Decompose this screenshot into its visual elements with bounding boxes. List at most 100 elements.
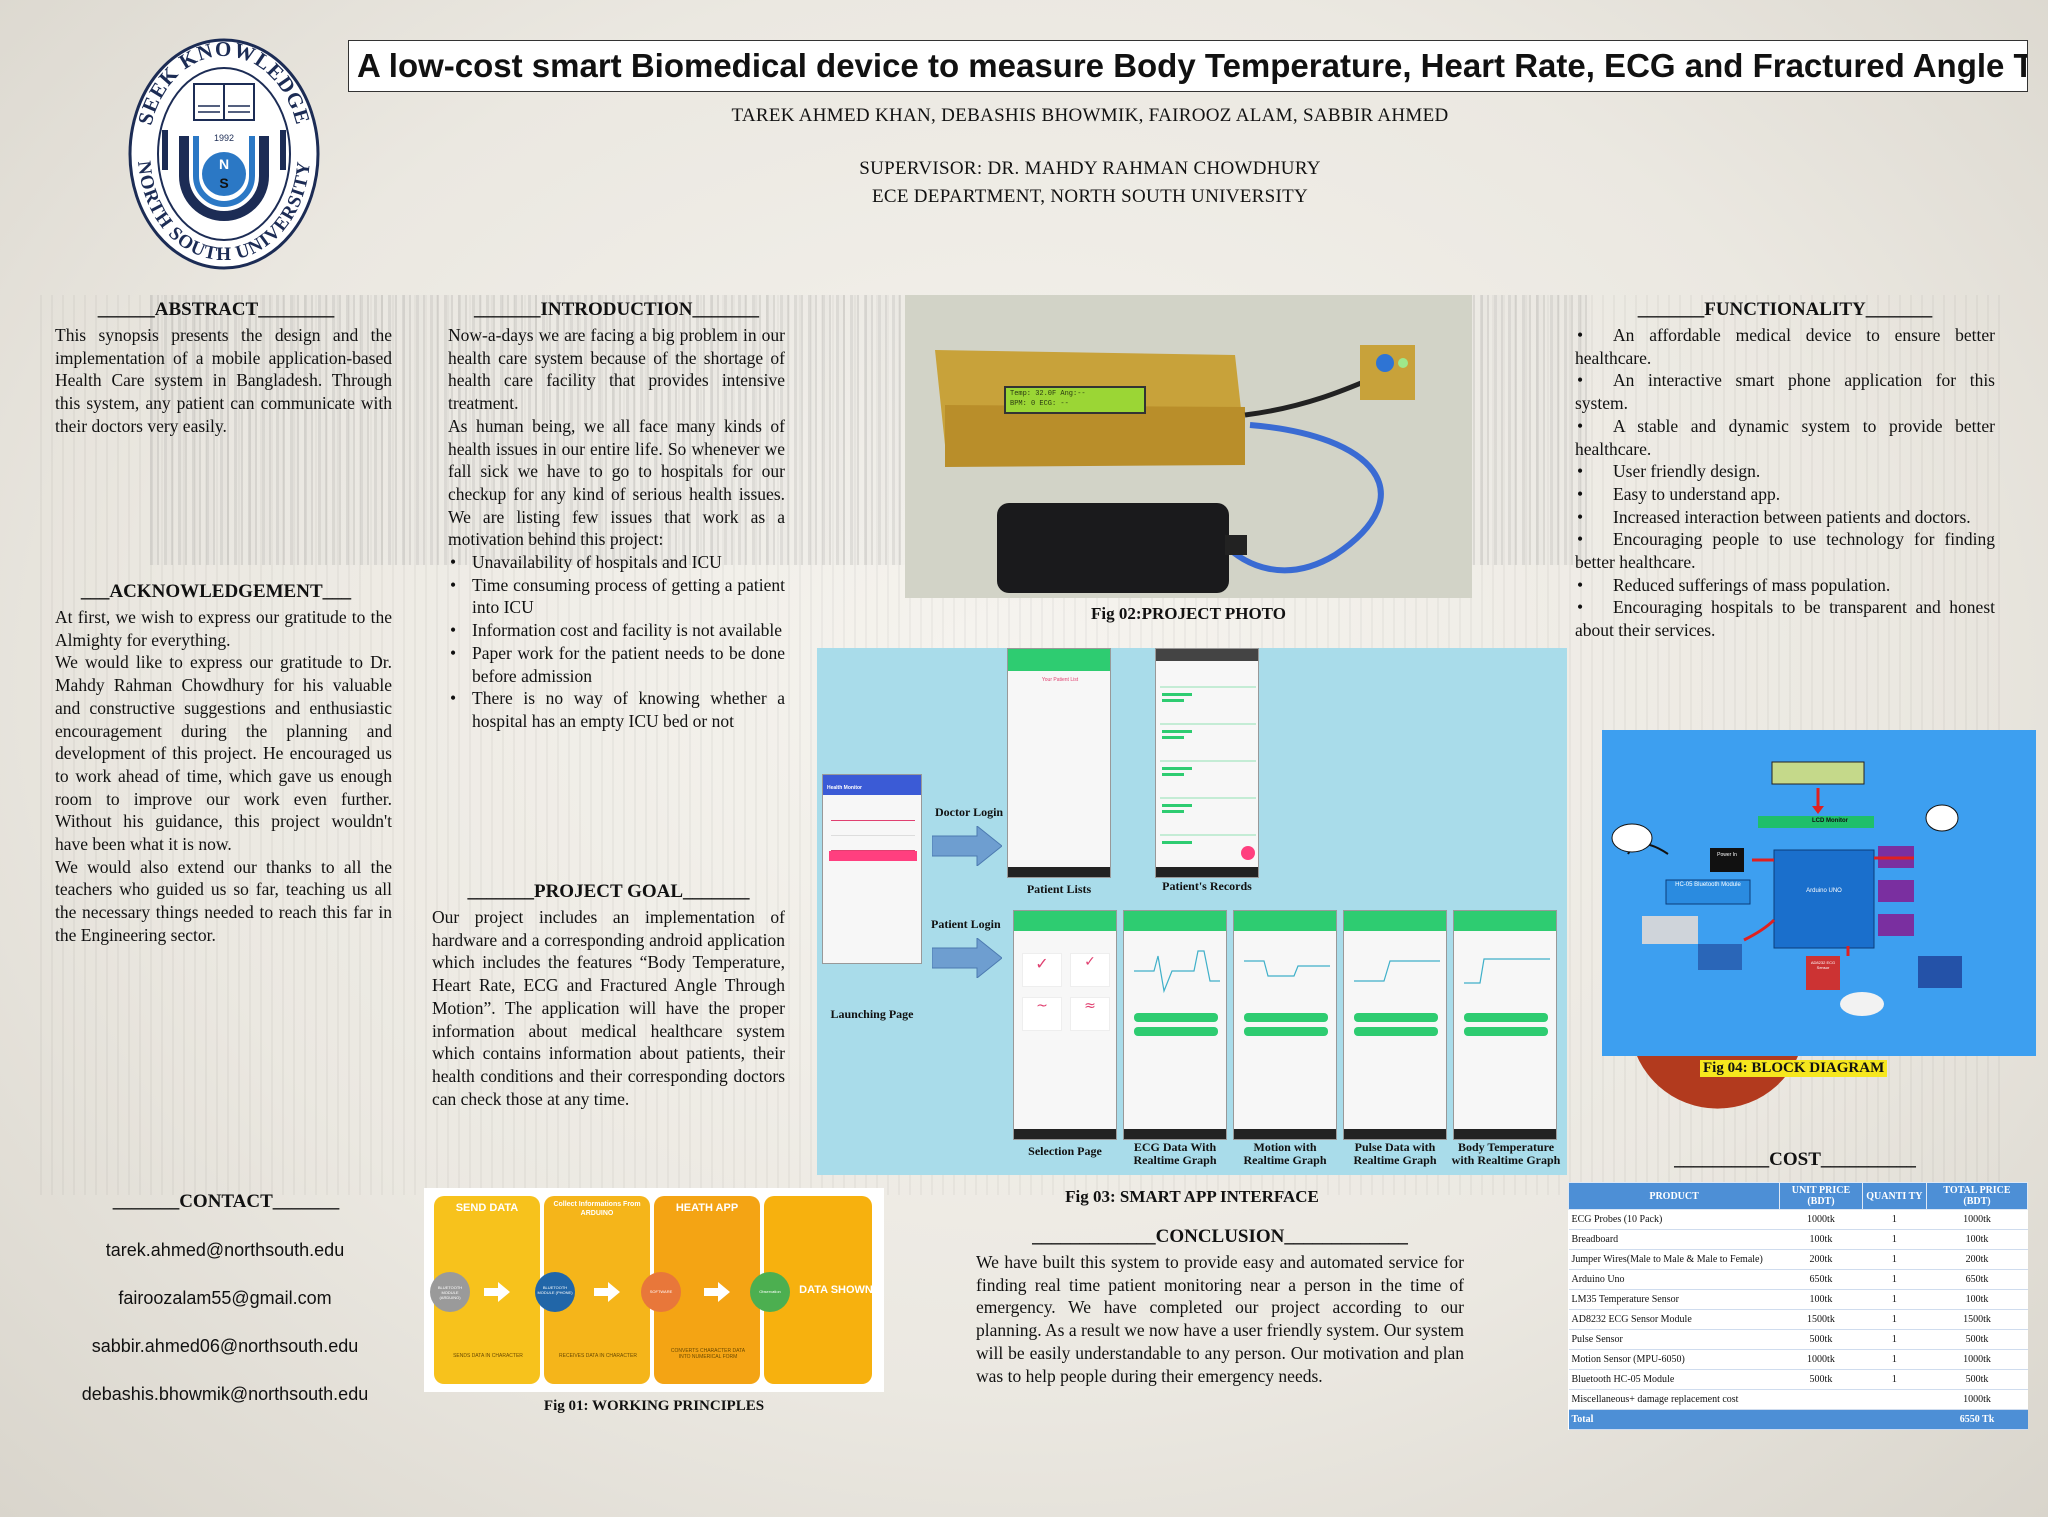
table-cell: Arduino Uno — [1568, 1269, 1780, 1290]
department: ECE DEPARTMENT, NORTH SOUTH UNIVERSITY — [871, 186, 1309, 207]
table-cell: 1 — [1862, 1289, 1927, 1310]
block-diagram-figure: LCD Monitor Arduino UNO HC-05 Bluetooth … — [1602, 730, 2036, 1056]
fig02-caption: Fig 02:PROJECT PHOTO — [1091, 604, 1286, 623]
table-cell: 1500tk — [1926, 1309, 2028, 1330]
functionality-item: • A stable and dynamic system to provide … — [1575, 415, 1995, 459]
launching-page-label: Launching Page — [830, 1007, 914, 1021]
wp-step-4-head: DATA SHOWN — [799, 1284, 873, 1296]
bd-ecg-label: AD8232 ECG Sensor — [1810, 960, 1836, 970]
wp-node-2: BLUETOOTH MODULE (PHONE) — [537, 1285, 573, 1295]
wp-step-1-head: SEND DATA — [455, 1202, 519, 1214]
patient-lists-screen: Your Patient List — [1007, 648, 1111, 878]
cost-table: PRODUCT UNIT PRICE (BDT) QUANTI TY TOTAL… — [1567, 1182, 2028, 1430]
acknowledgement-heading: ___ACKNOWLEDGEMENT___ — [80, 581, 352, 602]
intro-bullet: Information cost and facility is not ava… — [448, 619, 785, 642]
table-cell: 1000tk — [1926, 1209, 2028, 1230]
table-cell: Breadboard — [1568, 1229, 1780, 1250]
table-row: Motion Sensor (MPU-6050) 1000tk 1 1000tk — [1568, 1349, 2028, 1370]
table-cell: 650tk — [1779, 1269, 1863, 1290]
wp-step-2-foot: RECEIVES DATA IN CHARACTER — [559, 1353, 637, 1359]
table-row: AD8232 ECG Sensor Module 1500tk 1 1500tk — [1568, 1309, 2028, 1330]
pulse-graph-screen — [1343, 910, 1447, 1140]
table-row: Breadboard 100tk 1 100tk — [1568, 1229, 2028, 1250]
lcd-display: Temp: 32.0F Ang:-- BPM: 0 ECG: -- — [1006, 389, 1144, 409]
patients-records-label: Patient's Records — [1162, 879, 1252, 893]
poster-title: A low-cost smart Biomedical device to me… — [348, 40, 2028, 92]
wp-step-3-foot: CONVERTS CHARACTER DATA INTO NUMERICAL F… — [670, 1348, 746, 1360]
intro-bullet-list: Unavailability of hospitals and ICU Time… — [448, 551, 785, 733]
functionality-list: • An affordable medical device to ensure … — [1575, 324, 1995, 642]
intro-paragraph-2: As human being, we all face many kinds o… — [448, 415, 785, 550]
doctor-arrow-icon — [932, 826, 1002, 866]
table-cell — [1779, 1389, 1863, 1410]
cost-heading: __________COST__________ — [1674, 1149, 1916, 1170]
ack-paragraph-1: At first, we wish to express our gratitu… — [55, 607, 392, 650]
project-goal-text: Our project includes an implementation o… — [432, 907, 785, 1109]
table-row: Jumper Wires(Male to Male & Male to Fema… — [1568, 1249, 2028, 1270]
functionality-item: • Encouraging hospitals to be transparent… — [1575, 597, 1995, 641]
total-row: Total 6550 Tk — [1568, 1409, 2028, 1430]
wp-node-1: BLUETOOTH MODULE (ARDUINO) — [437, 1285, 463, 1300]
lcd-line-2: BPM: 0 ECG: -- — [1010, 400, 1069, 408]
functionality-item: • User friendly design. — [1577, 461, 1761, 482]
table-cell: 1 — [1862, 1349, 1927, 1370]
logo-year: 1992 — [214, 133, 234, 143]
app-interface-figure: Health Monitor Launching Page Doctor Log… — [817, 648, 1567, 1175]
table-cell: 1 — [1862, 1369, 1927, 1390]
email-sabbir[interactable]: sabbir.ahmed06@northsouth.edu — [91, 1336, 359, 1356]
col-unit-price: UNIT PRICE (BDT) — [1779, 1182, 1863, 1210]
table-cell: 1000tk — [1926, 1389, 2028, 1410]
functionality-item: • Encouraging people to use technology fo… — [1575, 529, 1995, 573]
table-cell: 1000tk — [1779, 1349, 1863, 1370]
bd-bluetooth-label: HC-05 Bluetooth Module — [1675, 882, 1741, 888]
table-cell: Jumper Wires(Male to Male & Male to Fema… — [1568, 1249, 1780, 1270]
patients-records-screen — [1155, 648, 1259, 878]
introduction-text: Now-a-days we are facing a big problem i… — [448, 324, 785, 733]
table-row: Pulse Sensor 500tk 1 500tk — [1568, 1329, 2028, 1350]
doctor-login-label: Doctor Login — [935, 805, 1004, 819]
selection-page-label: Selection Page — [1028, 1144, 1102, 1158]
launch-app-title: Health Monitor — [827, 785, 862, 791]
table-cell: 650tk — [1926, 1269, 2028, 1290]
table-cell: 1 — [1862, 1269, 1927, 1290]
wp-step-2-head: Collect Informations From ARDUINO — [553, 1201, 641, 1217]
intro-bullet: There is no way of knowing whether a hos… — [448, 687, 785, 732]
functionality-item: • An affordable medical device to ensure … — [1575, 325, 1995, 368]
email-fairooz[interactable]: fairoozalam55@gmail.com — [118, 1288, 332, 1308]
ecg-graph-screen — [1123, 910, 1227, 1140]
ecg-label: ECG Data With Realtime Graph — [1133, 1140, 1217, 1167]
table-cell: 500tk — [1779, 1369, 1863, 1390]
fig04-caption: Fig 04: BLOCK DIAGRAM — [1700, 1060, 1888, 1077]
table-cell: 100tk — [1926, 1229, 2028, 1250]
table-cell: 500tk — [1926, 1369, 2028, 1390]
table-cell: Pulse Sensor — [1568, 1329, 1780, 1350]
functionality-item: • An interactive smart phone application … — [1575, 370, 1995, 414]
email-tarek[interactable]: tarek.ahmed@northsouth.edu — [105, 1240, 345, 1260]
table-cell: 500tk — [1926, 1329, 2028, 1350]
bd-power-label: Power In — [1717, 852, 1737, 858]
col-total-price: TOTAL PRICE (BDT) — [1926, 1182, 2028, 1210]
total-label: Total — [1568, 1409, 1780, 1430]
table-cell: 1 — [1862, 1329, 1927, 1350]
patient-list-header: Your Patient List — [1041, 677, 1079, 683]
project-photo: Temp: 32.0F Ang:-- BPM: 0 ECG: -- — [905, 295, 1472, 598]
table-cell: Miscellaneous+ damage replacement cost — [1568, 1389, 1780, 1410]
wp-step-1-foot: SENDS DATA IN CHARACTER — [453, 1353, 523, 1359]
functionality-list-wrap: • An affordable medical device to ensure … — [1575, 324, 1995, 642]
col-product: PRODUCT — [1567, 1182, 1781, 1210]
abstract-heading: ______ABSTRACT________ — [97, 299, 335, 320]
table-cell: 1000tk — [1779, 1209, 1863, 1230]
table-cell: 1 — [1862, 1229, 1927, 1250]
temperature-label: Body Temperature with Realtime Graph — [1451, 1140, 1561, 1167]
working-principles-figure: SEND DATA Collect Informations From ARDU… — [424, 1188, 884, 1392]
table-cell: 1 — [1862, 1309, 1927, 1330]
intro-bullet: Time consuming process of getting a pati… — [448, 574, 785, 619]
table-cell: 100tk — [1779, 1229, 1863, 1250]
table-cell: 500tk — [1779, 1329, 1863, 1350]
abstract-text: This synopsis presents the design and th… — [55, 325, 392, 436]
functionality-item: • Increased interaction between patients … — [1577, 506, 1971, 527]
table-cell: 100tk — [1926, 1289, 2028, 1310]
table-cell: 200tk — [1779, 1249, 1863, 1270]
email-debashis[interactable]: debashis.bhowmik@northsouth.edu — [81, 1384, 369, 1404]
intro-bullet: Paper work for the patient needs to be d… — [448, 642, 785, 687]
